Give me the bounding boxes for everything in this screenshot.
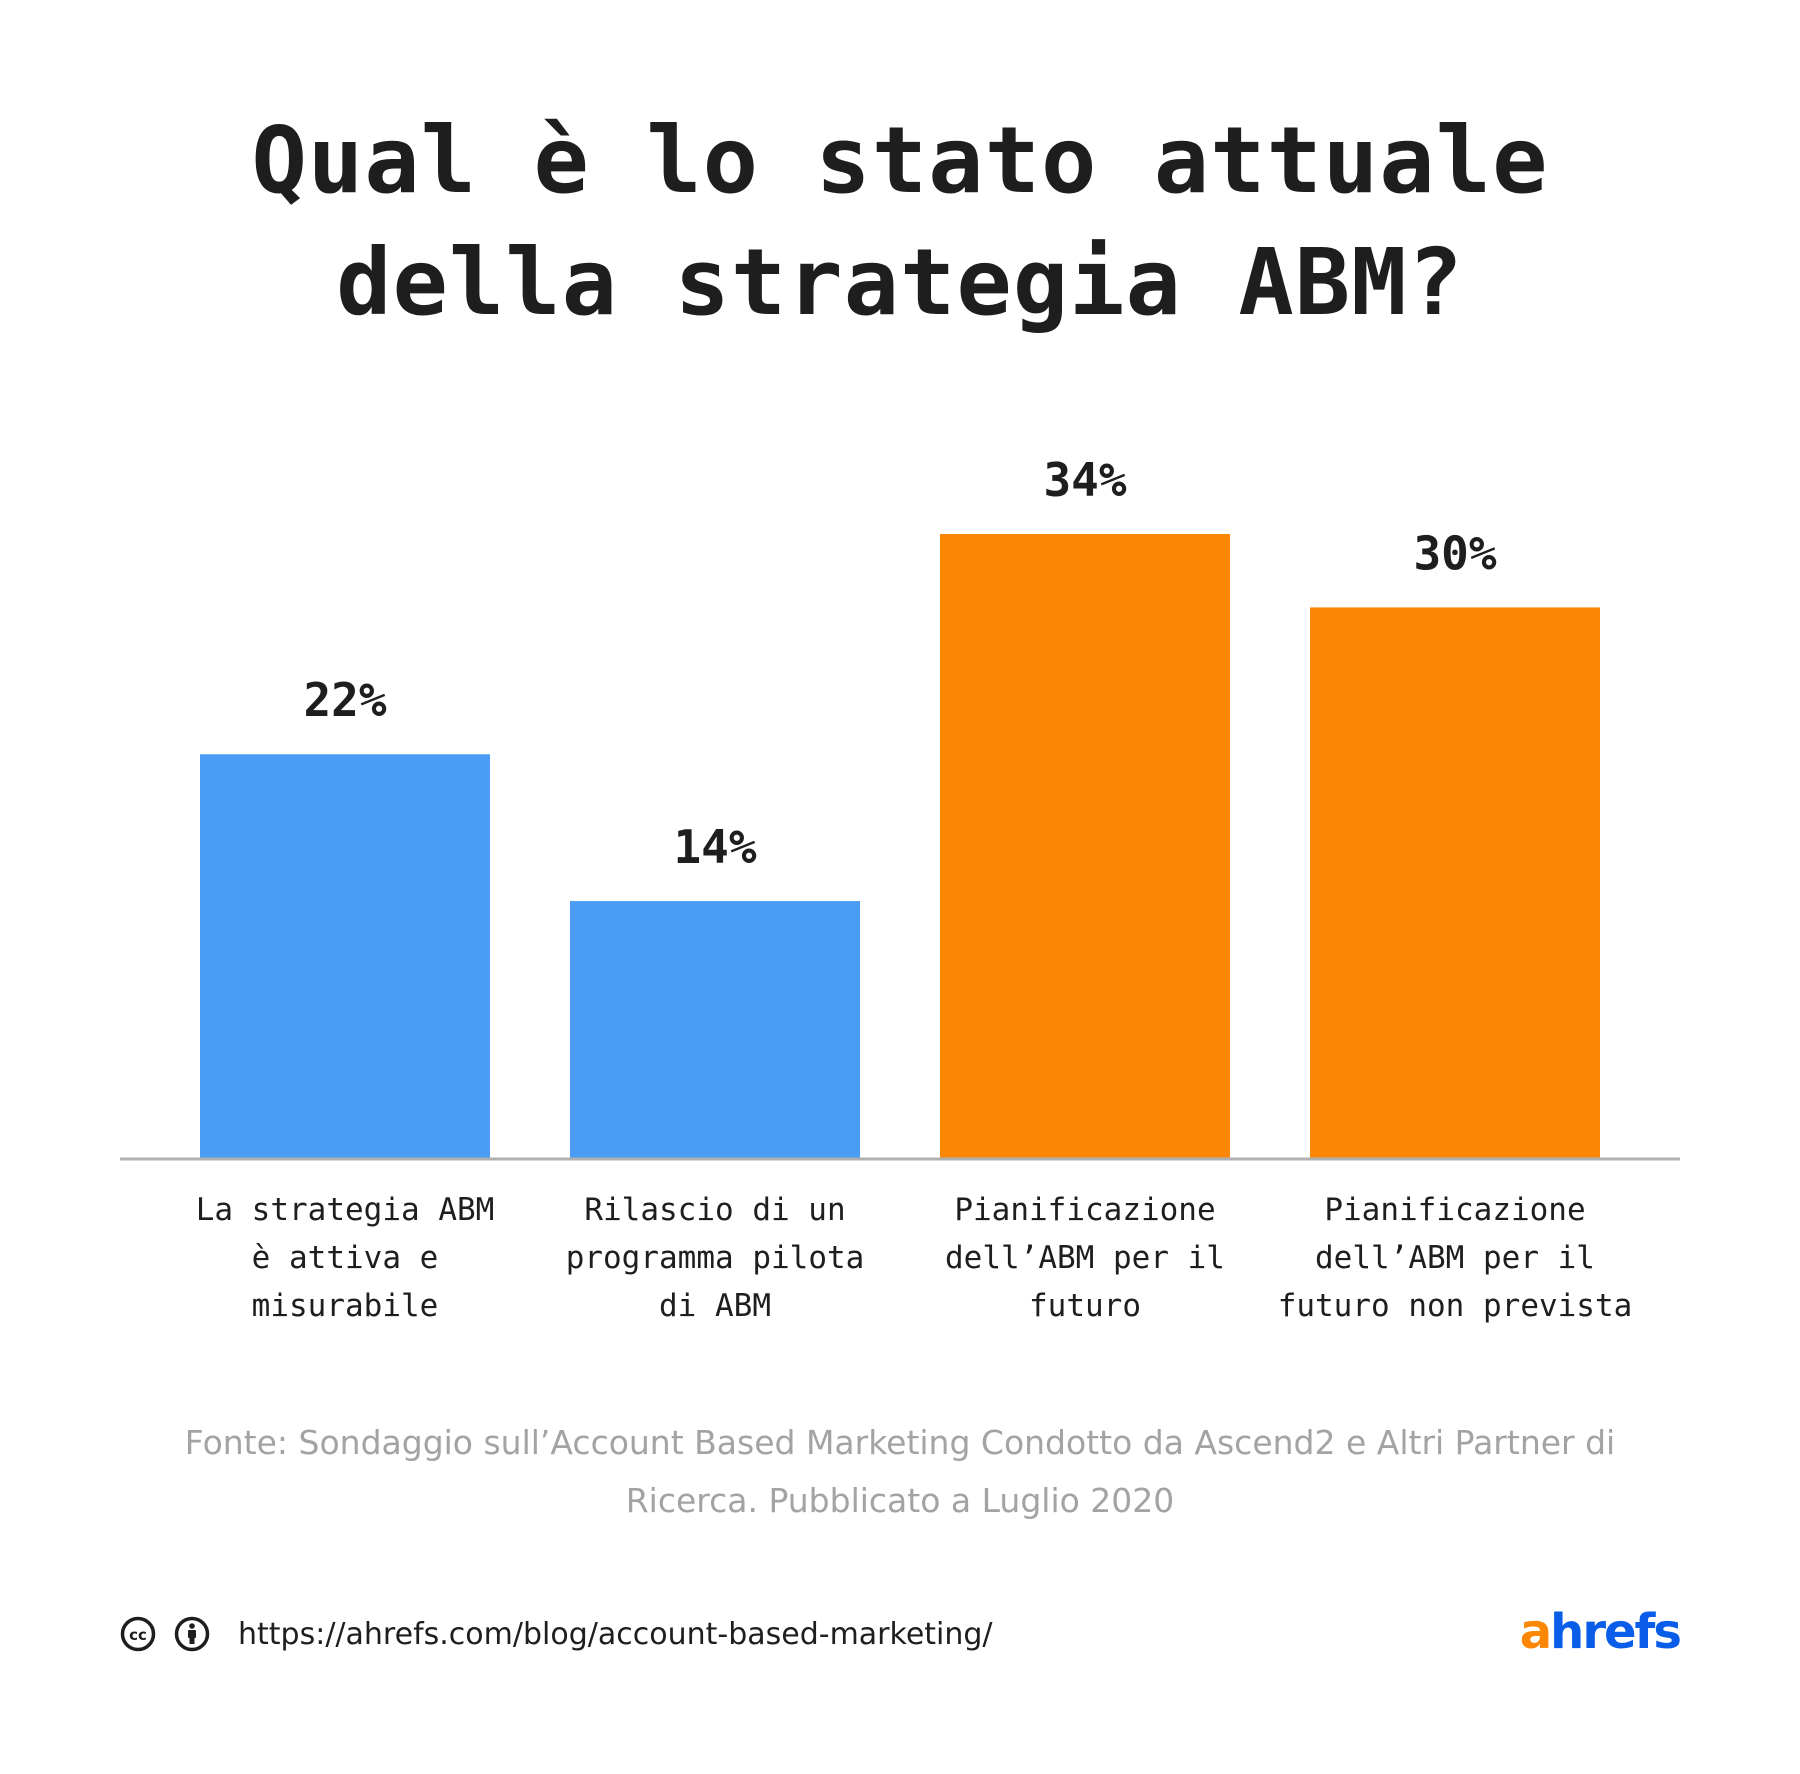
bar	[940, 534, 1230, 1158]
source-line: Ricerca. Pubblicato a Luglio 2020	[625, 1481, 1175, 1520]
title-line: Qual è lo stato attuale	[251, 107, 1549, 214]
title-line: della strategia ABM?	[336, 229, 1464, 336]
logo-part: a	[1519, 1604, 1552, 1660]
bar	[1310, 607, 1600, 1158]
category-label: Pianificazione dell’ABM per il futuro non …	[1275, 1186, 1635, 1330]
attribution-icon	[174, 1616, 210, 1652]
data-label: 22%	[303, 673, 386, 727]
category-label-line: futuro non prevista	[1277, 1288, 1633, 1324]
logo-part: hrefs	[1550, 1604, 1682, 1660]
svg-text:cc: cc	[129, 1626, 147, 1644]
source-line: Fonte: Sondaggio sull’Account Based Mark…	[184, 1423, 1616, 1462]
bar	[570, 901, 860, 1158]
category-label-line: futuro	[1029, 1288, 1141, 1324]
category-label: La strategia ABM è attiva e misurabile	[165, 1186, 525, 1330]
data-label: 34%	[1043, 453, 1126, 507]
ahrefs-logo: ahrefs	[1519, 1604, 1682, 1660]
category-label-line: dell’ABM per il	[1315, 1240, 1595, 1276]
chart-title: Qual è lo stato attuale della strategia …	[0, 100, 1800, 344]
source-url-link[interactable]: https://ahrefs.com/blog/account-based-ma…	[238, 1616, 993, 1652]
category-label-line: programma pilota	[565, 1240, 865, 1276]
bar	[200, 754, 490, 1158]
category-label-line: Pianificazione	[1324, 1192, 1586, 1228]
data-label: 14%	[673, 820, 756, 874]
creative-commons-icon: cc	[120, 1616, 156, 1652]
bar-chart: 22% 14% 34% 30%	[120, 453, 1680, 1161]
footer: cc https://ahrefs.com/blog/account-based…	[120, 1612, 993, 1656]
category-label-line: di ABM	[659, 1288, 771, 1324]
category-label: Pianificazione dell’ABM per il futuro	[905, 1186, 1265, 1330]
source-note: Fonte: Sondaggio sull’Account Based Mark…	[150, 1414, 1650, 1530]
category-label-line: è attiva e misurabile	[251, 1240, 439, 1324]
category-label-line: La strategia ABM	[195, 1192, 495, 1228]
category-label-line: Rilascio di un	[584, 1192, 846, 1228]
category-label: Rilascio di un programma pilota di ABM	[535, 1186, 895, 1330]
category-label-line: dell’ABM per il	[945, 1240, 1225, 1276]
data-label: 30%	[1413, 526, 1496, 580]
category-label-line: Pianificazione	[954, 1192, 1216, 1228]
